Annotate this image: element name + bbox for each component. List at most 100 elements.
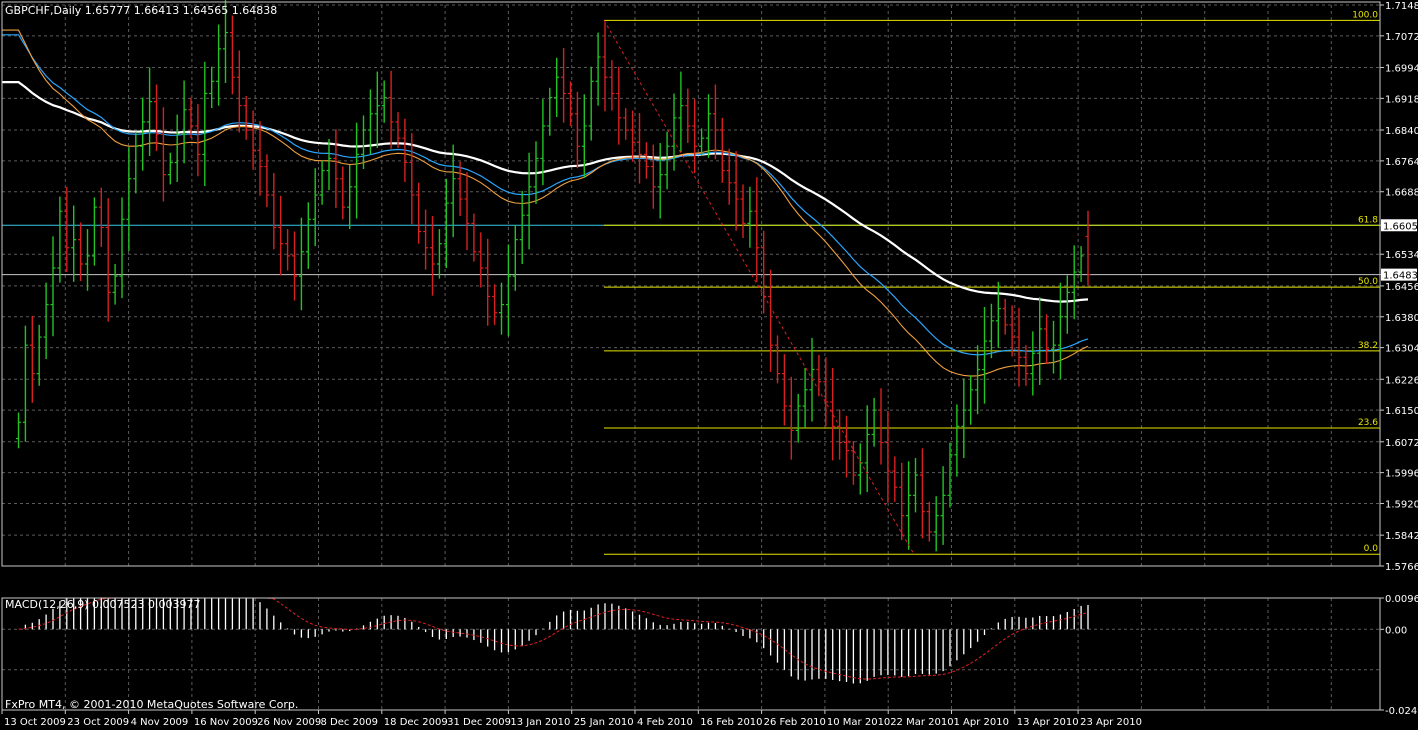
time-tick-label: 13 Oct 2009 xyxy=(4,717,66,728)
price-bar xyxy=(416,182,422,244)
price-bar xyxy=(174,114,180,182)
price-bar xyxy=(885,410,891,503)
price-bar xyxy=(402,118,408,182)
price-tick-label: 1.64838 xyxy=(1383,271,1418,282)
price-tick-label: 1.70720 xyxy=(1385,32,1418,43)
main-chart-frame xyxy=(1,1,1381,567)
price-bar xyxy=(954,404,960,477)
price-bar xyxy=(1078,246,1084,282)
price-bar xyxy=(795,393,801,443)
price-bar xyxy=(167,152,173,185)
fib-level-label: 61.8 xyxy=(1358,215,1378,225)
price-bar xyxy=(809,337,815,422)
price-bar xyxy=(671,93,677,171)
price-label-box xyxy=(1381,268,1417,281)
price-bar xyxy=(1044,314,1050,364)
price-tick-label: 1.64560 xyxy=(1385,282,1418,293)
price-bar xyxy=(781,354,787,426)
price-bar xyxy=(443,178,449,269)
price-bar xyxy=(609,60,615,111)
price-bar xyxy=(436,229,442,279)
time-tick-label: 16 Nov 2009 xyxy=(194,717,258,728)
price-bar xyxy=(292,231,297,301)
fib-anchor-line[interactable] xyxy=(603,20,915,555)
price-tick-label: 1.59960 xyxy=(1385,469,1418,480)
fib-level-label: 0.0 xyxy=(1364,544,1379,554)
price-bar xyxy=(816,354,822,397)
fib-trendline[interactable] xyxy=(603,20,915,555)
ma-fast-line xyxy=(2,29,1089,377)
price-tick-label: 1.68400 xyxy=(1385,126,1418,137)
price-bar xyxy=(133,131,139,194)
price-tick-label: 1.63800 xyxy=(1385,313,1418,324)
price-bar xyxy=(864,405,870,493)
price-bar xyxy=(423,209,429,270)
price-bar xyxy=(464,172,470,251)
macd-subwindow xyxy=(18,597,1089,684)
price-bar xyxy=(1030,331,1036,396)
time-tick-label: 23 Oct 2009 xyxy=(67,717,129,728)
price-bar xyxy=(105,198,111,322)
price-bar xyxy=(657,143,663,219)
price-tick-label: 1.65340 xyxy=(1385,250,1418,261)
time-tick-label: 13 Jan 2010 xyxy=(510,717,570,728)
price-bar xyxy=(1016,307,1022,387)
price-bar xyxy=(650,144,656,209)
price-bar xyxy=(802,367,808,428)
price-bar xyxy=(768,269,774,372)
price-bar xyxy=(154,84,159,152)
price-tick-label: 1.60720 xyxy=(1385,438,1418,449)
price-bar xyxy=(36,324,42,386)
price-bar xyxy=(229,15,235,95)
price-bar xyxy=(982,307,987,404)
price-bar xyxy=(706,94,711,158)
price-bar xyxy=(519,190,525,264)
price-bar xyxy=(430,216,435,296)
price-tick-label: 1.71480 xyxy=(1385,1,1418,12)
time-axis: 13 Oct 2009 23 Oct 2009 4 Nov 2009 16 Nov 2… xyxy=(1,710,1142,728)
price-bar xyxy=(505,244,511,337)
price-bar xyxy=(492,284,498,325)
price-bar xyxy=(975,345,981,415)
price-bar xyxy=(471,213,477,262)
price-bar xyxy=(85,229,90,291)
price-bar xyxy=(1009,305,1015,357)
macd-info: MACD(12,26,9) 0.007523 0.003977 xyxy=(5,598,201,611)
copyright-text: FxPro MT4, © 2001-2010 MetaQuotes Softwa… xyxy=(5,698,298,711)
price-bar xyxy=(664,131,670,190)
price-bar xyxy=(305,202,311,269)
time-tick-label: 10 Mar 2010 xyxy=(827,717,890,728)
price-bar xyxy=(347,164,353,230)
price-bar xyxy=(919,448,925,539)
price-bar xyxy=(1023,345,1029,386)
symbol-info: GBPCHF,Daily 1.65777 1.66413 1.64565 1.6… xyxy=(5,4,277,17)
time-tick-label: 22 Mar 2010 xyxy=(890,717,953,728)
price-bar xyxy=(78,222,84,282)
time-tick-label: 26 Nov 2009 xyxy=(257,717,321,728)
price-bar xyxy=(71,205,77,282)
price-tick-label: 1.69180 xyxy=(1385,94,1418,105)
price-bar xyxy=(754,177,760,282)
price-bar xyxy=(740,184,746,239)
price-bar xyxy=(692,99,698,174)
fib-level-label: 50.0 xyxy=(1358,277,1378,287)
price-bar xyxy=(243,95,249,140)
price-bar xyxy=(22,325,28,442)
price-bar xyxy=(223,0,228,83)
price-bar xyxy=(616,66,622,145)
price-bar xyxy=(533,141,539,204)
price-bar xyxy=(160,107,166,202)
time-tick-label: 23 Apr 2010 xyxy=(1080,717,1142,728)
time-tick-label: 13 Apr 2010 xyxy=(1017,717,1079,728)
price-tick-label: 1.61500 xyxy=(1385,406,1418,417)
price-bar xyxy=(554,57,560,118)
price-bar xyxy=(926,501,932,542)
price-bar xyxy=(602,22,608,112)
macd-tick-label: 0.00 xyxy=(1385,625,1407,636)
time-tick-label: 25 Jan 2010 xyxy=(574,717,634,728)
price-bar xyxy=(57,196,63,283)
price-bar xyxy=(29,315,35,403)
price-bar xyxy=(643,142,649,179)
time-tick-label: 4 Feb 2010 xyxy=(637,717,693,728)
price-bar xyxy=(409,133,415,225)
